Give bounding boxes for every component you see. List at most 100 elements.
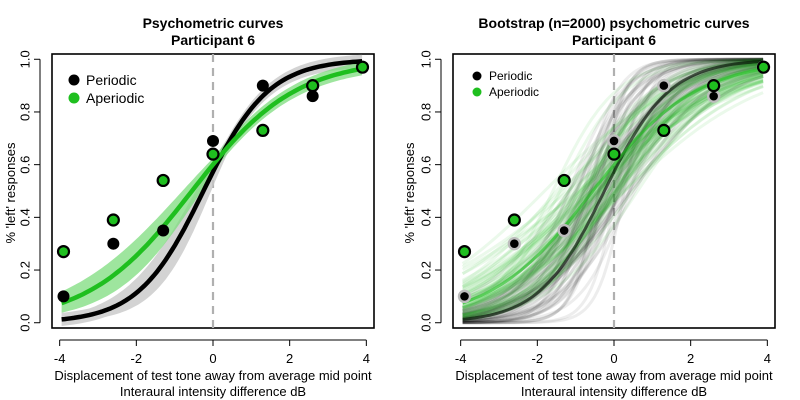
right-chart-subtitle: Participant 6: [572, 32, 656, 48]
aperiodic-data-point: [457, 244, 472, 259]
aperiodic-bootstrap-curve: [461, 58, 764, 310]
aperiodic-bootstrap-curve: [462, 79, 764, 308]
periodic-bootstrap-curve: [462, 57, 764, 325]
legend-aperiodic-label: Aperiodic: [86, 90, 144, 106]
right-x-axis-label-2: Interaural intensity difference dB: [521, 384, 707, 399]
periodic-bootstrap-curve: [462, 58, 764, 323]
legend-aperiodic-marker: [472, 87, 482, 97]
periodic-bootstrap-curve: [462, 61, 764, 323]
periodic-bootstrap-curve: [462, 58, 764, 324]
left-x-tick-label: 0: [209, 351, 216, 366]
right-plot-area: -4 -2 0 2 4 0.0 0.2 0.4 0.6 0.8 1.0 Periodic Aperiod…: [418, 50, 776, 366]
left-x-axis-label: Displacement of test tone away from aver…: [54, 368, 372, 383]
aperiodic-data-point: [657, 123, 671, 138]
legend-aperiodic-marker: [68, 92, 80, 104]
periodic-bootstrap-curve: [462, 57, 764, 324]
periodic-data-point: [706, 89, 721, 103]
right-y-tick-label: 0.6: [418, 156, 433, 174]
aperiodic-bootstrap-curve: [462, 61, 764, 320]
periodic-bootstrap-median: [462, 59, 764, 321]
periodic-data-point: [306, 90, 319, 103]
left-plot-area: -4 -2 0 2 4 0.0 0.2 0.4 0.6 0.8 1.0 Periodic Aperiod…: [17, 50, 375, 366]
aperiodic-data-point: [756, 60, 771, 74]
periodic-bootstrap-curve: [462, 63, 764, 314]
periodic-bootstrap-curve: [462, 57, 764, 325]
periodic-bootstrap-curve: [462, 60, 764, 323]
periodic-bootstrap-curve: [462, 58, 764, 318]
right-legend: Periodic Aperiodic: [472, 69, 539, 99]
right-y-tick-label: 0.0: [418, 314, 433, 332]
periodic-data-point: [557, 223, 571, 238]
aperiodic-bootstrap-curve: [462, 78, 764, 306]
periodic-data-point: [657, 78, 671, 93]
aperiodic-ci-band: [61, 62, 363, 313]
left-x-tick-label: 2: [286, 351, 293, 366]
right-x-tick-label: 2: [687, 351, 694, 366]
aperiodic-data-point: [355, 60, 370, 74]
right-y-tick-label: 0.2: [418, 261, 433, 279]
periodic-bootstrap-curve: [462, 58, 764, 323]
left-y-axis: 0.0 0.2 0.4 0.6 0.8 1.0: [17, 50, 41, 332]
left-x-tick-label: -2: [131, 351, 143, 366]
periodic-bootstrap-curve: [462, 64, 764, 313]
left-y-tick-label: 1.0: [17, 50, 32, 68]
legend-aperiodic-label: Aperiodic: [489, 85, 539, 99]
left-x-axis-label-2: Interaural intensity difference dB: [120, 384, 306, 399]
aperiodic-data-point: [156, 173, 170, 188]
legend-periodic-label: Periodic: [86, 72, 137, 88]
right-x-axis: -4 -2 0 2 4: [455, 339, 771, 366]
periodic-bootstrap-curve: [462, 57, 764, 324]
aperiodic-bootstrap-curve: [462, 58, 764, 311]
periodic-data-point: [507, 236, 522, 251]
aperiodic-bootstrap-curve: [462, 84, 764, 306]
periodic-data-point: [107, 237, 120, 250]
aperiodic-data-point: [306, 79, 320, 93]
periodic-bootstrap-curve: [462, 60, 764, 323]
right-content: [457, 54, 771, 328]
periodic-bootstrap-curve: [462, 57, 764, 323]
periodic-bootstrap-curve: [462, 58, 764, 316]
periodic-data-point: [457, 289, 472, 304]
right-x-tick-label: -2: [532, 351, 544, 366]
left-y-tick-label: 0.2: [17, 261, 32, 279]
left-y-tick-label: 0.0: [17, 314, 32, 332]
periodic-bootstrap-curve: [462, 58, 764, 320]
left-x-axis: -4 -2 0 2 4: [54, 339, 370, 366]
left-x-tick-label: -4: [54, 351, 66, 366]
aperiodic-bootstrap-curve: [462, 85, 764, 305]
right-x-tick-label: -4: [455, 351, 467, 366]
periodic-bootstrap-curve: [462, 61, 764, 320]
periodic-bootstrap-curve: [462, 57, 764, 325]
periodic-bootstrap-curve: [462, 57, 764, 320]
aperiodic-bootstrap-curve: [462, 80, 764, 300]
periodic-data-point: [207, 134, 219, 147]
aperiodic-data-point: [607, 147, 621, 161]
right-y-tick-label: 0.4: [418, 208, 433, 226]
periodic-bootstrap-curve: [462, 58, 764, 320]
aperiodic-data-point: [206, 147, 220, 161]
left-y-tick-label: 0.8: [17, 103, 32, 121]
periodic-bootstrap-curve: [462, 58, 764, 324]
aperiodic-data-point: [56, 244, 71, 259]
left-y-tick-label: 0.6: [17, 156, 32, 174]
periodic-data-point: [256, 79, 269, 92]
right-y-tick-label: 1.0: [418, 50, 433, 68]
periodic-bootstrap-curve: [462, 57, 764, 325]
periodic-bootstrap-curve: [462, 63, 764, 318]
periodic-fit-line: [61, 59, 363, 322]
aperiodic-data-point: [707, 79, 721, 93]
right-y-axis-label: % 'left' responses: [402, 142, 417, 244]
periodic-bootstrap-curve: [462, 57, 764, 325]
right-chart-title: Bootstrap (n=2000) psychometric curves: [478, 15, 749, 31]
periodic-bootstrap-curve: [462, 57, 764, 324]
legend-periodic-marker: [68, 74, 80, 86]
aperiodic-data-point: [106, 213, 120, 227]
legend-periodic-marker: [472, 71, 482, 81]
legend-periodic-label: Periodic: [489, 69, 532, 83]
right-x-tick-label: 4: [764, 351, 771, 366]
aperiodic-data-point: [256, 123, 270, 138]
right-panel: Bootstrap (n=2000) psychometric curves P…: [402, 15, 776, 399]
periodic-bootstrap-curve: [462, 61, 764, 319]
right-x-axis-label: Displacement of test tone away from aver…: [455, 368, 773, 383]
